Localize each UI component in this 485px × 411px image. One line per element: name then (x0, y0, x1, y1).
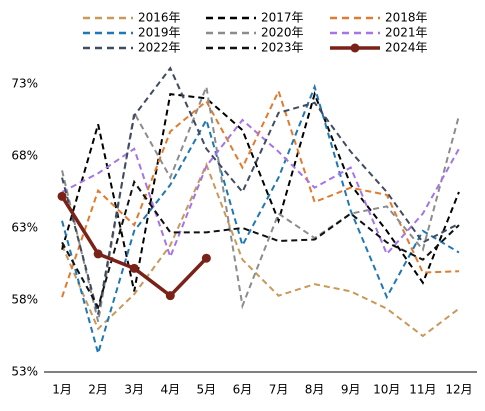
legend-label: 2023年 (261, 41, 304, 55)
legend-label: 2019年 (138, 26, 181, 40)
x-tick-label: 5月 (197, 383, 217, 397)
series-marker (93, 249, 103, 259)
series-line (61, 179, 460, 310)
y-tick-label: 73% (11, 77, 38, 91)
series-line (61, 88, 459, 298)
series-line (61, 83, 460, 357)
legend-label: 2024年 (385, 41, 428, 55)
y-tick-label: 53% (11, 365, 38, 379)
legend-label: 2020年 (261, 26, 304, 40)
series-marker (165, 291, 175, 301)
legend-label: 2021年 (385, 26, 428, 40)
x-tick-label: 12月 (445, 383, 472, 397)
x-tick-label: 4月 (160, 383, 180, 397)
legend-marker (350, 43, 360, 53)
x-tick-label: 2月 (88, 383, 108, 397)
x-tick-label: 7月 (269, 383, 289, 397)
y-tick-label: 68% (11, 149, 38, 163)
x-tick-label: 6月 (233, 383, 253, 397)
y-tick-label: 63% (11, 221, 38, 235)
x-tick-label: 1月 (52, 383, 72, 397)
series-marker (129, 263, 139, 273)
x-tick-label: 3月 (124, 383, 144, 397)
series-marker (57, 191, 67, 201)
series-line (61, 66, 460, 315)
series-line (61, 162, 460, 338)
legend-label: 2018年 (385, 11, 428, 25)
series-line (61, 90, 460, 292)
x-tick-label: 11月 (409, 383, 436, 397)
series-line (61, 83, 460, 322)
legend-label: 2022年 (138, 41, 181, 55)
x-tick-label: 10月 (373, 383, 400, 397)
series-marker (201, 253, 211, 263)
y-tick-label: 58% (11, 293, 38, 307)
x-tick-label: 9月 (341, 383, 361, 397)
legend-label: 2017年 (261, 11, 304, 25)
x-tick-label: 8月 (305, 383, 325, 397)
legend-label: 2016年 (138, 11, 181, 25)
